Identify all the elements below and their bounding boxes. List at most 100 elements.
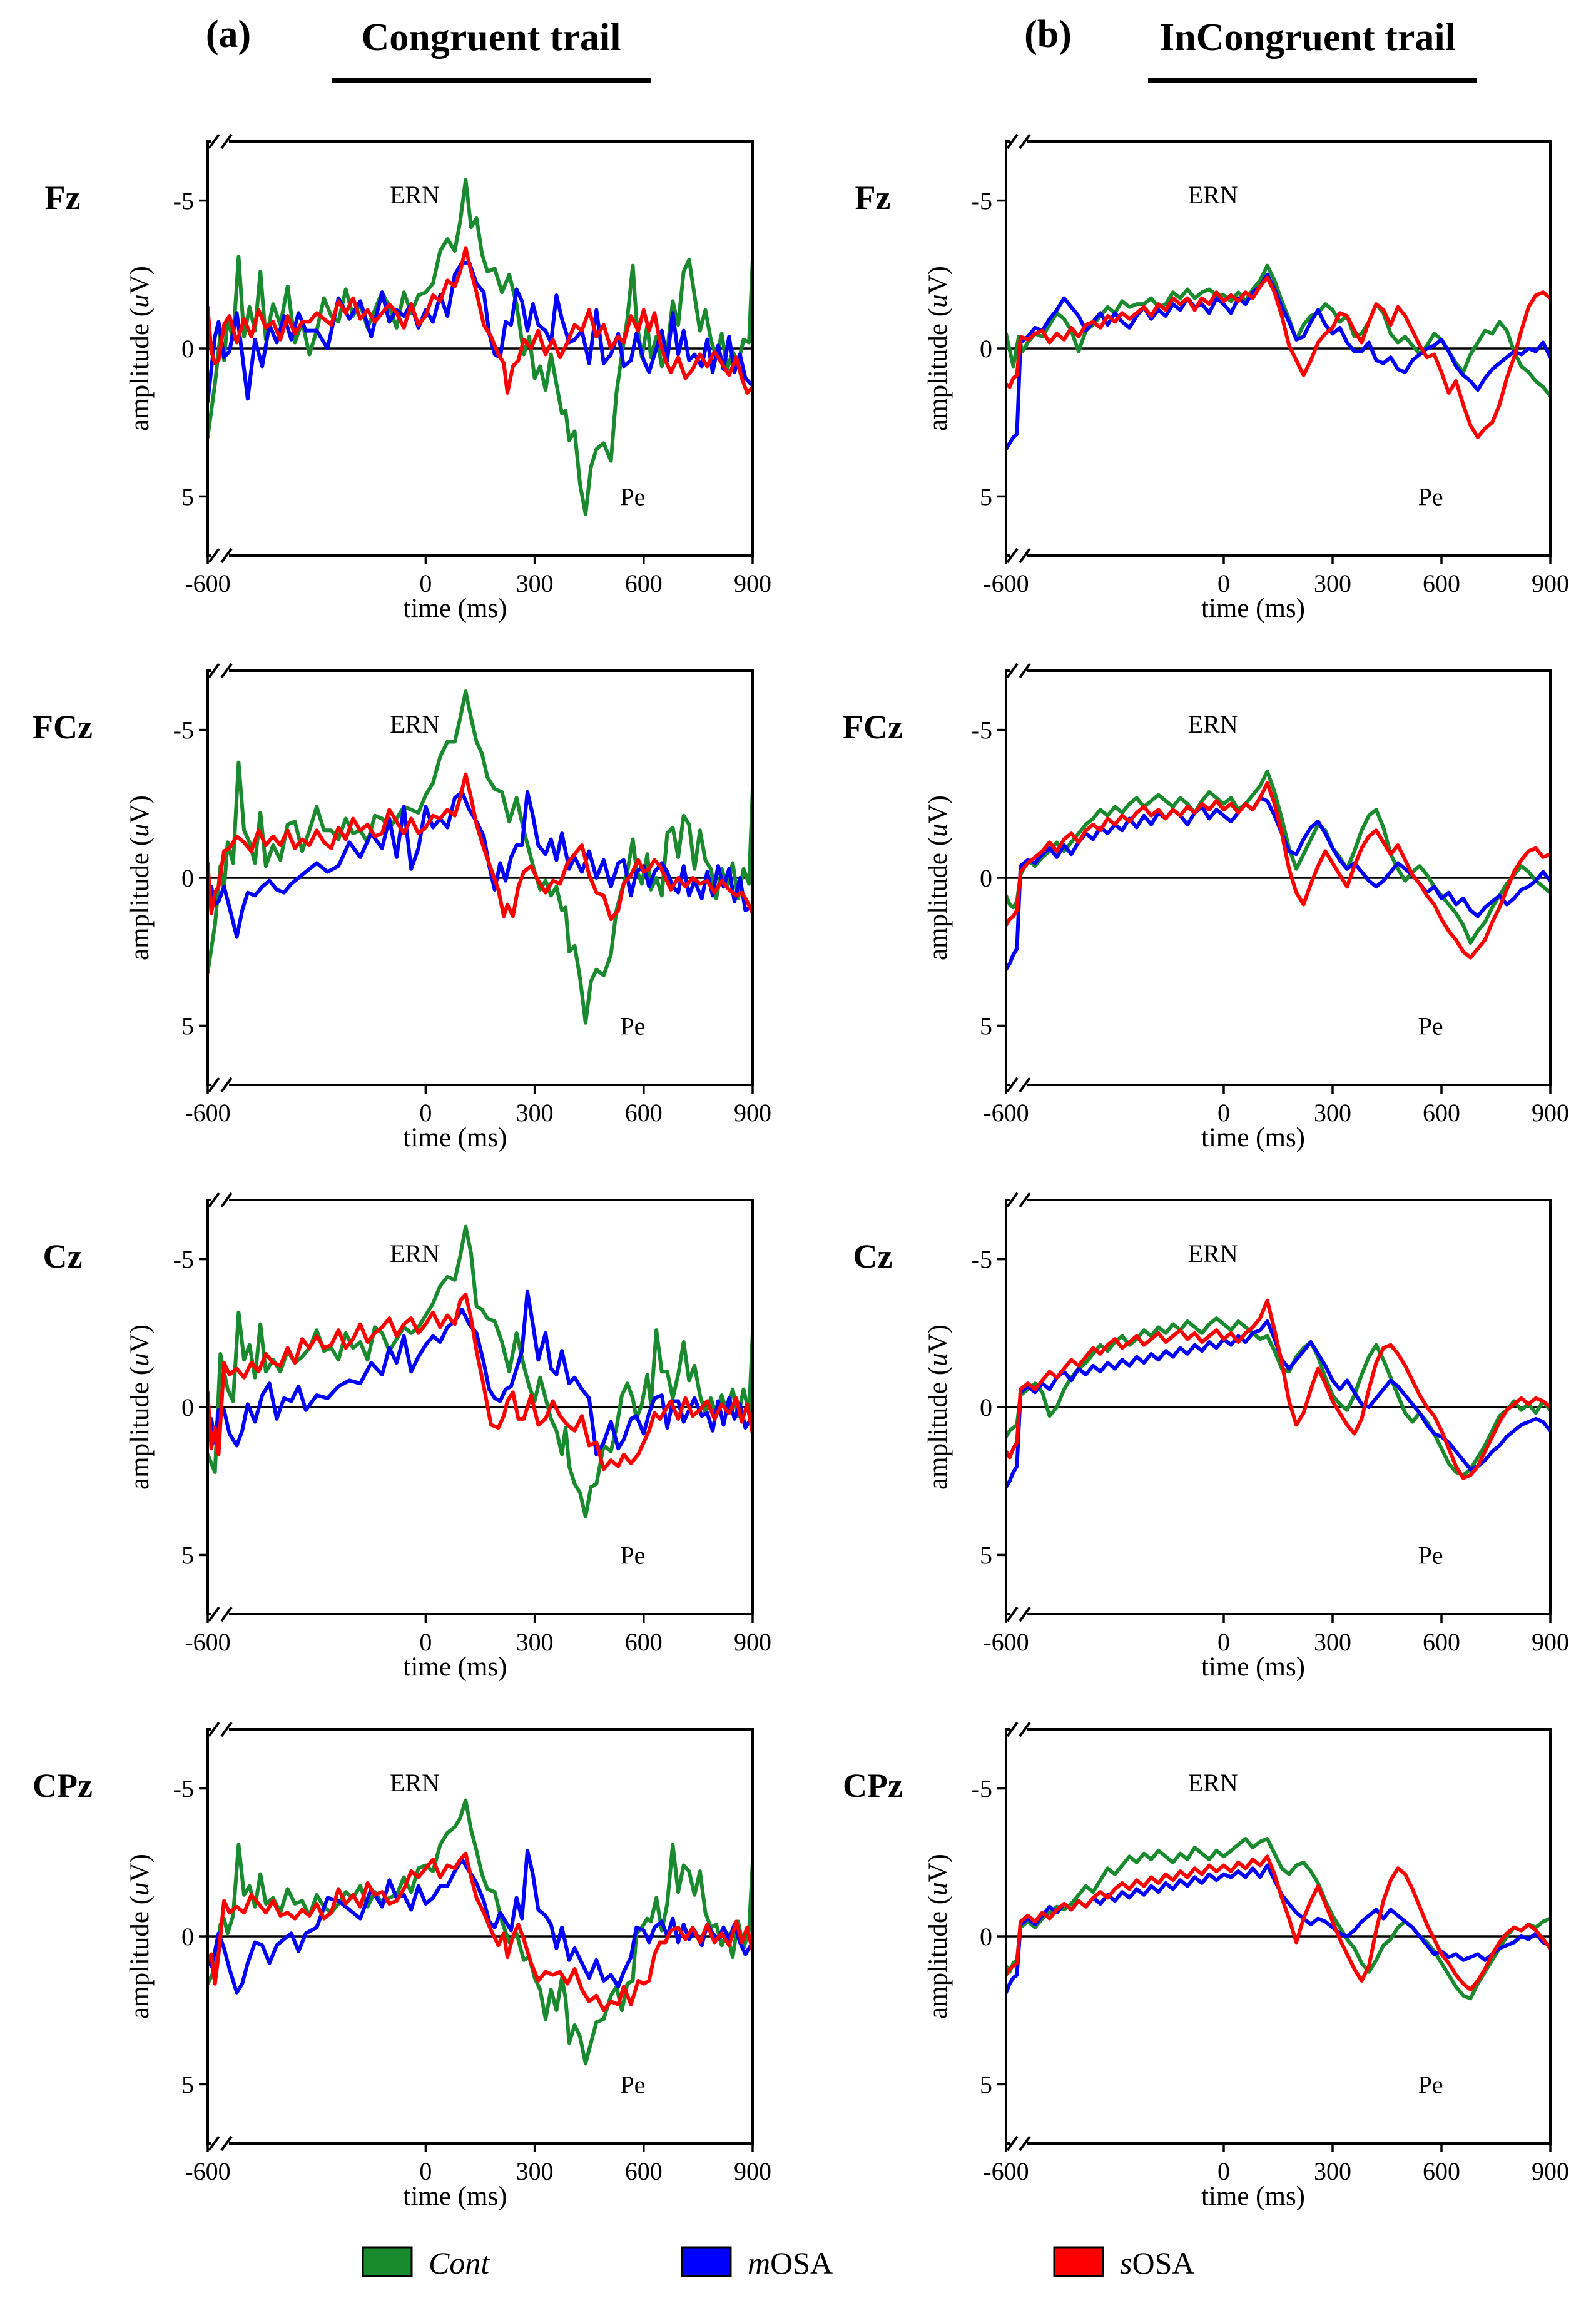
series-group xyxy=(208,689,753,1025)
legend-label: mOSA xyxy=(748,2245,833,2280)
electrode-label: Cz xyxy=(43,1238,83,1275)
electrode-label: CPz xyxy=(33,1767,93,1804)
axis-break-mark xyxy=(208,1721,233,1737)
series-group xyxy=(208,178,753,516)
annotation-ern: ERN xyxy=(1188,710,1238,738)
x-axis-label: time (ms) xyxy=(1201,2182,1305,2211)
plot-b-cz: Cz -5 0 5 -600 0 300 600 900 time (ms) amplitude (… xyxy=(853,1192,1569,1682)
y-tick-label: 0 xyxy=(181,1393,194,1421)
x-tick-label: 600 xyxy=(1423,2157,1460,2185)
legend: Cont mOSA sOSA xyxy=(362,2245,1195,2280)
x-tick-label: -600 xyxy=(983,2157,1029,2185)
y-tick-label: -5 xyxy=(972,1775,992,1803)
x-tick-label: 0 xyxy=(419,569,432,597)
plot-a-fz: Fz -5 0 5 -600 0 300 600 900 time (ms) amplitude (… xyxy=(45,133,771,623)
x-tick-label: 300 xyxy=(516,2157,554,2185)
legend-item-cont: Cont xyxy=(362,2245,490,2280)
annotation-pe: Pe xyxy=(620,1541,645,1569)
series-group xyxy=(1006,1837,1550,2001)
x-tick-label: 600 xyxy=(625,2157,663,2185)
annotation-ern: ERN xyxy=(390,181,440,209)
axis-break-mark xyxy=(1006,2135,1031,2152)
y-axis-label: amplitude (uV) xyxy=(125,266,155,431)
series-line-sosa xyxy=(1006,275,1550,439)
annotation-pe: Pe xyxy=(620,1012,645,1040)
plot-a-cz: Cz -5 0 5 -600 0 300 600 900 time (ms) amplitude (… xyxy=(43,1192,771,1682)
panel-title-b: InCongruent trail xyxy=(1159,16,1456,59)
axis-break-mark xyxy=(208,1192,233,1208)
series-group xyxy=(208,1798,753,2066)
axis-break-mark xyxy=(208,1077,233,1093)
x-tick-label: 0 xyxy=(1217,1628,1230,1656)
x-tick-label: 0 xyxy=(1217,569,1230,597)
plot-a-cpz: CPz -5 0 5 -600 0 300 600 900 time (ms) amplitude … xyxy=(33,1721,771,2211)
series-line-sosa xyxy=(208,246,753,395)
axis-break-mark xyxy=(208,547,233,564)
axis-break-mark xyxy=(208,1606,233,1622)
axis-break-mark xyxy=(1006,1192,1031,1208)
series-line-sosa xyxy=(1006,1854,1550,1992)
y-tick-label: 5 xyxy=(980,482,992,511)
series-line-sosa xyxy=(208,772,753,922)
annotation-pe: Pe xyxy=(620,482,645,511)
x-axis-label: time (ms) xyxy=(404,1652,507,1682)
electrode-label: CPz xyxy=(843,1767,903,1804)
annotation-pe: Pe xyxy=(620,2070,645,2098)
y-tick-label: -5 xyxy=(972,187,992,215)
series-line-mosa xyxy=(1006,1319,1550,1489)
x-tick-label: -600 xyxy=(185,1628,230,1656)
x-tick-label: 600 xyxy=(625,569,663,597)
y-tick-label: 5 xyxy=(181,1012,194,1040)
x-tick-label: -600 xyxy=(983,569,1029,597)
x-tick-label: 300 xyxy=(1314,1628,1351,1656)
panel-letter-b: (b) xyxy=(1024,13,1072,56)
x-tick-label: -600 xyxy=(983,1099,1029,1127)
y-axis-label: amplitude (uV) xyxy=(923,795,953,960)
annotation-ern: ERN xyxy=(390,710,440,738)
y-axis-label: amplitude (uV) xyxy=(125,1324,155,1490)
axis-break-mark xyxy=(208,663,233,679)
axis-break-mark xyxy=(208,2135,233,2152)
series-line-cont xyxy=(1006,1837,1550,2001)
plot-b-cpz: CPz -5 0 5 -600 0 300 600 900 time (ms) amplitude … xyxy=(843,1721,1569,2211)
series-line-sosa xyxy=(208,1293,753,1472)
series-line-mosa xyxy=(208,260,753,404)
y-tick-label: -5 xyxy=(972,1246,992,1274)
axis-break-mark xyxy=(1006,547,1031,564)
x-tick-label: 300 xyxy=(516,1628,554,1656)
x-tick-label: 900 xyxy=(734,1628,771,1656)
x-tick-label: 0 xyxy=(419,1628,432,1656)
annotation-ern: ERN xyxy=(390,1769,440,1797)
y-tick-label: 0 xyxy=(181,864,194,892)
x-tick-label: 300 xyxy=(516,1099,554,1127)
series-line-mosa xyxy=(208,1848,753,1995)
x-tick-label: 0 xyxy=(1217,2157,1230,2185)
legend-label: sOSA xyxy=(1120,2245,1195,2280)
x-axis-label: time (ms) xyxy=(404,594,507,623)
y-tick-label: 0 xyxy=(181,335,194,363)
y-tick-label: 5 xyxy=(181,482,194,511)
electrode-label: FCz xyxy=(33,708,93,746)
series-group xyxy=(1006,769,1550,972)
series-group xyxy=(1006,263,1550,451)
x-axis-label: time (ms) xyxy=(404,1123,507,1152)
x-tick-label: 0 xyxy=(419,1099,432,1127)
series-line-cont xyxy=(208,178,753,516)
plot-b-fcz: FCz -5 0 5 -600 0 300 600 900 time (ms) amplitude … xyxy=(843,663,1569,1152)
annotation-ern: ERN xyxy=(390,1239,440,1268)
x-axis-label: time (ms) xyxy=(1201,594,1305,623)
y-tick-label: 0 xyxy=(980,335,992,363)
x-tick-label: 600 xyxy=(625,1628,663,1656)
y-tick-label: 5 xyxy=(980,1541,992,1569)
x-tick-label: 900 xyxy=(1532,569,1569,597)
x-tick-label: 600 xyxy=(1423,569,1460,597)
x-tick-label: -600 xyxy=(185,1099,230,1127)
x-tick-label: 900 xyxy=(734,2157,771,2185)
y-tick-label: -5 xyxy=(173,716,194,745)
x-tick-label: 900 xyxy=(734,569,771,597)
y-axis-label: amplitude (uV) xyxy=(923,1324,953,1490)
x-tick-label: 900 xyxy=(1532,1099,1569,1127)
series-line-sosa xyxy=(208,1851,753,2013)
x-tick-label: -600 xyxy=(185,2157,230,2185)
series-group xyxy=(208,1224,753,1518)
